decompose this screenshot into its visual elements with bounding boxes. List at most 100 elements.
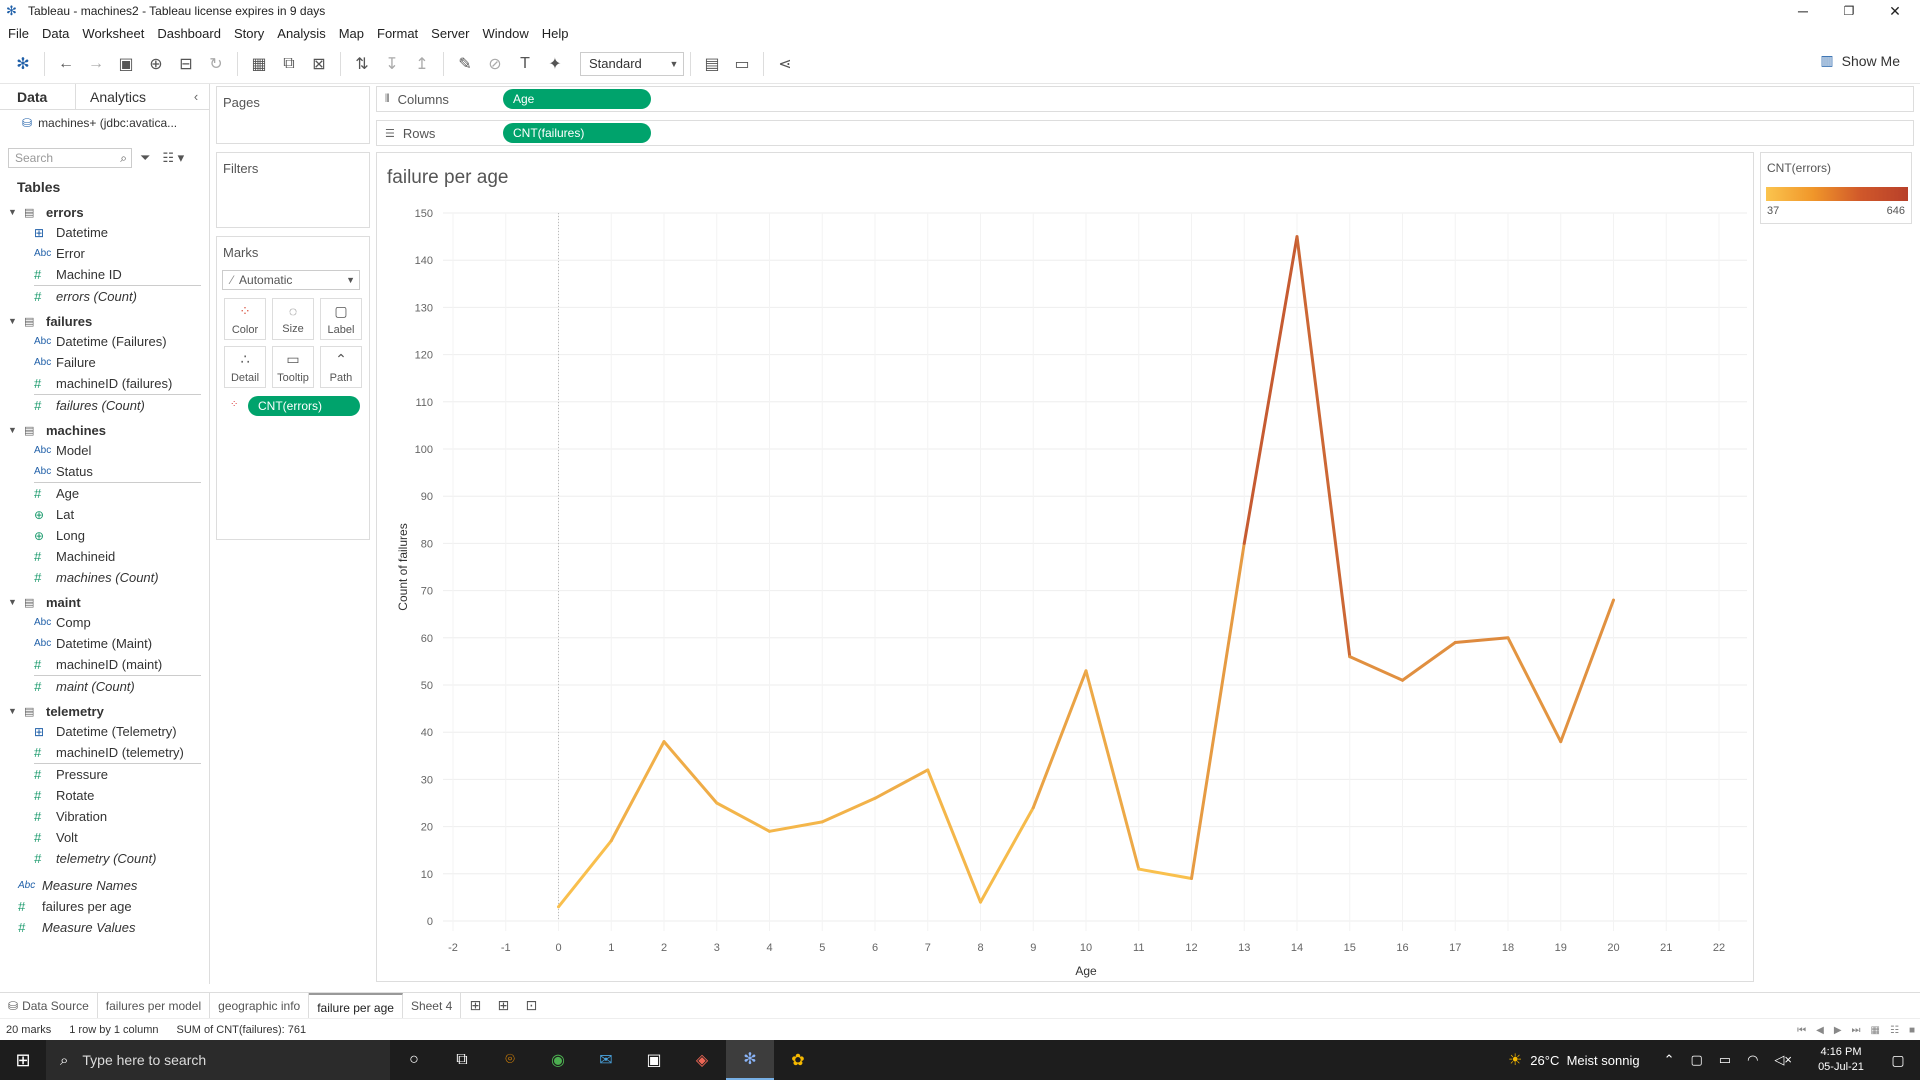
filters-card[interactable]: Filters: [216, 152, 370, 228]
weather-widget[interactable]: ☀ 26°C Meist sonnig: [1508, 1050, 1640, 1070]
tableau-home-icon[interactable]: ✻: [16, 55, 30, 73]
refresh-icon[interactable]: ↻: [209, 55, 223, 73]
columns-pill-age[interactable]: Age: [503, 89, 651, 109]
sheet-tab[interactable]: Sheet 4: [403, 992, 462, 1019]
color-button[interactable]: ⁘ Color: [224, 298, 266, 340]
taskbar-search[interactable]: ⌕ Type here to search: [46, 1040, 390, 1080]
menu-item-help[interactable]: Help: [541, 25, 569, 41]
last-icon[interactable]: ⏭: [1851, 1024, 1861, 1036]
tableau-taskbar-icon[interactable]: ✻: [726, 1040, 774, 1080]
field-item[interactable]: ⊞ Datetime: [0, 222, 209, 243]
table-group-machines[interactable]: ▼ ▤ machines: [0, 420, 209, 440]
redo-icon[interactable]: →: [88, 54, 104, 72]
mail-icon[interactable]: ✉: [599, 1052, 613, 1069]
label-button[interactable]: ▢ Label: [320, 298, 362, 340]
path-button[interactable]: ⌃ Path: [320, 346, 362, 388]
first-icon[interactable]: ⏮: [1797, 1024, 1807, 1036]
collapse-pane-icon[interactable]: ‹: [193, 89, 199, 104]
table-group-errors[interactable]: ▼ ▤ errors: [0, 202, 209, 222]
new-datasource-icon[interactable]: ⊕: [149, 55, 163, 73]
field-item[interactable]: # machineID (telemetry): [0, 742, 209, 763]
app-icon[interactable]: ⌾: [505, 1051, 515, 1068]
duplicate-sheet-icon[interactable]: ⧉: [283, 54, 295, 72]
pause-updates-icon[interactable]: ⊟: [179, 55, 193, 73]
field-item[interactable]: Abc Status: [0, 461, 209, 482]
grid-view-icon[interactable]: ▦: [1870, 1024, 1880, 1036]
new-story-icon[interactable]: ⊡: [525, 997, 538, 1013]
battery-icon[interactable]: ▭: [1718, 1052, 1732, 1067]
field-item[interactable]: Abc Failure: [0, 352, 209, 373]
fit-dropdown[interactable]: Standard ▼: [580, 51, 684, 76]
field-item[interactable]: # Measure Values: [0, 917, 209, 938]
next-icon[interactable]: ▶: [1833, 1024, 1842, 1036]
sheet-tab[interactable]: failures per model: [98, 992, 211, 1019]
new-dashboard-icon[interactable]: ⊞: [497, 997, 510, 1013]
field-item[interactable]: # Volt: [0, 827, 209, 848]
rows-shelf[interactable]: ☰ Rows CNT(failures): [376, 120, 1914, 146]
tab-data[interactable]: Data: [0, 84, 76, 110]
show-cards-icon[interactable]: ▤: [704, 55, 720, 73]
paint-icon[interactable]: ✿: [791, 1052, 805, 1069]
view-options-icon[interactable]: ☷ ▾: [162, 150, 185, 165]
share-icon[interactable]: ⋖: [778, 55, 792, 73]
menu-item-worksheet[interactable]: Worksheet: [82, 25, 145, 41]
group-members-icon[interactable]: ⊘: [488, 55, 502, 73]
menu-item-file[interactable]: File: [8, 25, 29, 41]
minimize-button[interactable]: ─: [1798, 3, 1808, 19]
sort-descending-icon[interactable]: ↥: [415, 55, 429, 73]
menu-item-data[interactable]: Data: [41, 25, 70, 41]
notification-icon[interactable]: ▢: [1891, 1051, 1905, 1068]
show-me-button[interactable]: ▥ Show Me: [1820, 52, 1900, 69]
task-view-icon[interactable]: ⧉: [456, 1051, 468, 1068]
app2-icon[interactable]: ◈: [695, 1052, 709, 1069]
presentation-mode-icon[interactable]: ▭: [734, 55, 750, 73]
tab-data-source[interactable]: ⛁ Data Source: [0, 992, 98, 1019]
menu-item-format[interactable]: Format: [377, 25, 419, 41]
field-item[interactable]: # machineID (failures): [0, 373, 209, 394]
field-item[interactable]: Abc Comp: [0, 612, 209, 633]
field-item[interactable]: ⊕ Lat: [0, 504, 209, 525]
field-item[interactable]: ⊕ Long: [0, 525, 209, 546]
table-group-telemetry[interactable]: ▼ ▤ telemetry: [0, 701, 209, 721]
detail-button[interactable]: ∴ Detail: [224, 346, 266, 388]
field-item[interactable]: Abc Measure Names: [0, 875, 209, 896]
clock[interactable]: 4:16 PM 05-Jul-21: [1806, 1045, 1876, 1075]
table-group-maint[interactable]: ▼ ▤ maint: [0, 592, 209, 612]
menu-item-map[interactable]: Map: [338, 25, 364, 41]
clear-sheet-icon[interactable]: ⊠: [312, 55, 326, 73]
viz-area[interactable]: failure per age 0 10 20 30 40 50 60 70 80 90 100 11…: [376, 152, 1754, 982]
menu-item-dashboard[interactable]: Dashboard: [157, 25, 221, 41]
tooltip-button[interactable]: ▭ Tooltip: [272, 346, 314, 388]
wifi-icon[interactable]: ◠: [1747, 1052, 1759, 1067]
list-view-icon[interactable]: ☷: [1889, 1024, 1899, 1036]
field-item[interactable]: # Machine ID: [0, 264, 209, 285]
mark-pill-cnt-errors[interactable]: CNT(errors): [248, 396, 360, 416]
prev-icon[interactable]: ◀: [1816, 1024, 1824, 1036]
swap-axes-icon[interactable]: ⇅: [355, 55, 369, 73]
mark-type-dropdown[interactable]: ⁄ Automatic ▼: [222, 270, 360, 290]
pin-axes-icon[interactable]: ✦: [548, 55, 562, 73]
field-item[interactable]: # machines (Count): [0, 567, 209, 588]
field-item[interactable]: # machineID (maint): [0, 654, 209, 675]
sheet-tab[interactable]: geographic info: [210, 992, 310, 1019]
tab-analytics[interactable]: Analytics: [90, 89, 147, 105]
new-worksheet-icon[interactable]: ▦: [251, 55, 267, 73]
field-item[interactable]: # failures (Count): [0, 395, 209, 416]
field-item[interactable]: # Rotate: [0, 785, 209, 806]
filter-icon[interactable]: ⏷: [140, 150, 151, 165]
menu-item-server[interactable]: Server: [431, 25, 470, 41]
sort-ascending-icon[interactable]: ↧: [385, 55, 399, 73]
field-item[interactable]: Abc Error: [0, 243, 209, 264]
datasource-item[interactable]: ⛁ machines+ (jdbc:avatica...: [0, 110, 209, 136]
chevron-up-icon[interactable]: ⌃: [1663, 1052, 1675, 1067]
field-item[interactable]: # telemetry (Count): [0, 848, 209, 869]
volume-icon[interactable]: ◁×: [1774, 1052, 1792, 1067]
field-item[interactable]: # maint (Count): [0, 676, 209, 697]
columns-shelf[interactable]: ⫴ Columns Age: [376, 86, 1914, 112]
show-labels-icon[interactable]: T: [520, 54, 530, 72]
search-input[interactable]: Search ⌕: [8, 148, 132, 168]
field-item[interactable]: ⊞ Datetime (Telemetry): [0, 721, 209, 742]
size-button[interactable]: ◌ Size: [272, 298, 314, 340]
save-icon[interactable]: ▣: [118, 55, 134, 73]
chrome-icon[interactable]: ◉: [551, 1052, 565, 1069]
